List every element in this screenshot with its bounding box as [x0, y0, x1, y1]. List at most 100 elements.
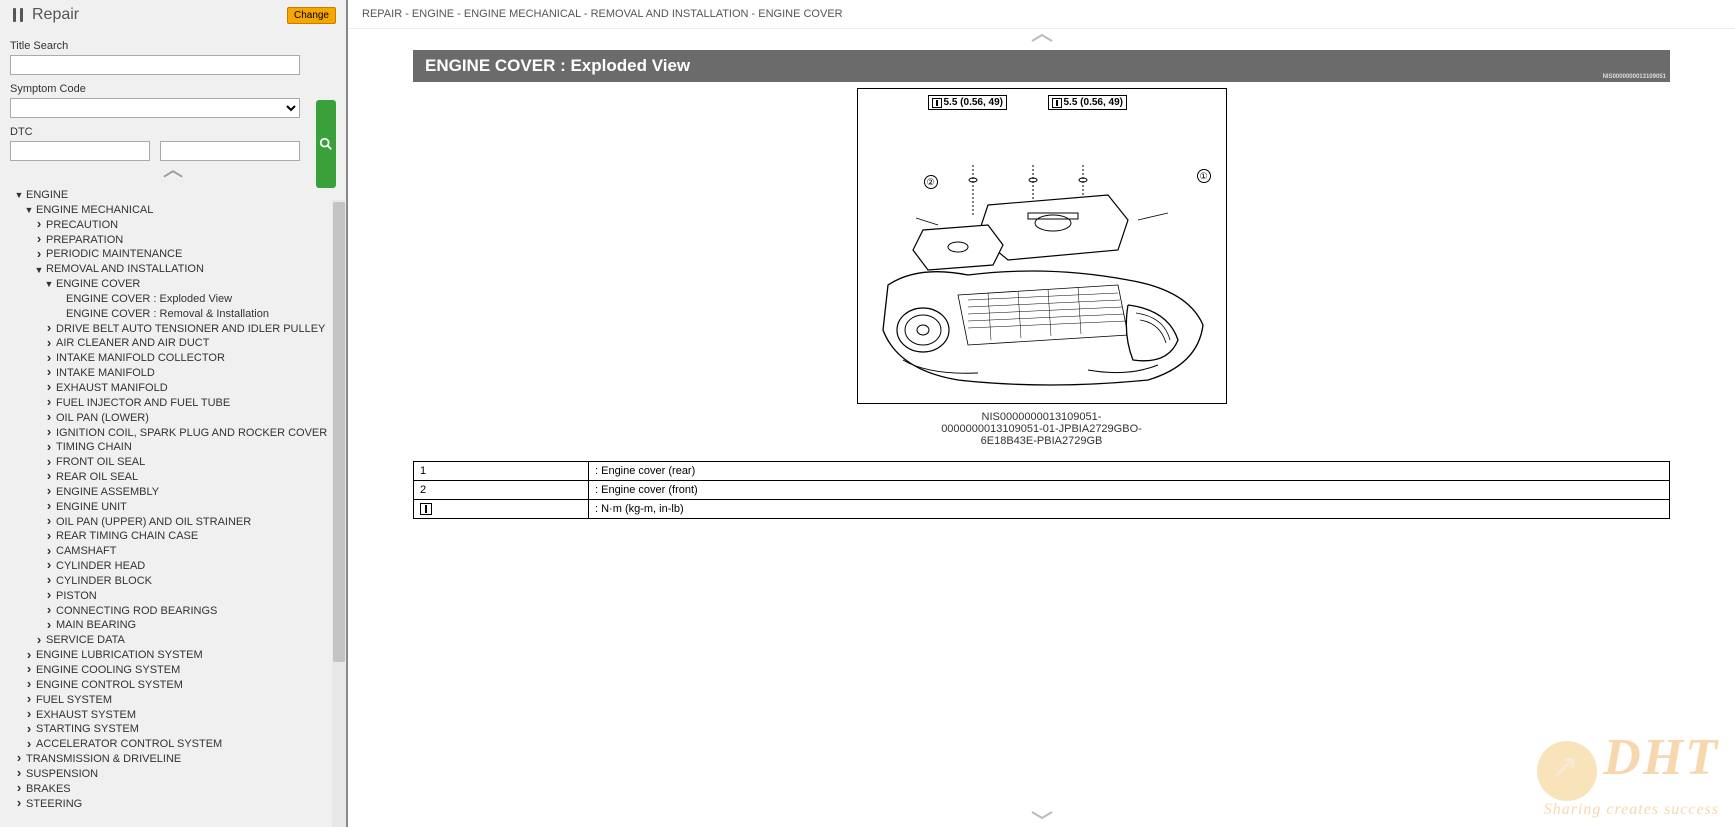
- navigation-tree: ENGINEENGINE MECHANICALPRECAUTIONPREPARA…: [0, 184, 346, 827]
- tree-item[interactable]: MAIN BEARING: [6, 618, 346, 633]
- chevron-right-icon: [14, 798, 24, 810]
- tree-label: OIL PAN (UPPER) AND OIL STRAINER: [56, 515, 251, 530]
- tree-item[interactable]: ENGINE COVER: [6, 277, 346, 292]
- tree-item[interactable]: DRIVE BELT AUTO TENSIONER AND IDLER PULL…: [6, 322, 346, 337]
- scrollbar-thumb[interactable]: [333, 202, 345, 662]
- tree-item[interactable]: PREPARATION: [6, 233, 346, 248]
- tree-item[interactable]: ENGINE COVER : Exploded View: [6, 292, 346, 307]
- tree-label: REAR OIL SEAL: [56, 470, 138, 485]
- chevron-down-icon: [24, 204, 34, 216]
- tree-item[interactable]: FUEL INJECTOR AND FUEL TUBE: [6, 396, 346, 411]
- tree-item[interactable]: EXHAUST MANIFOLD: [6, 381, 346, 396]
- chevron-right-icon: [34, 219, 44, 231]
- tree-label: STARTING SYSTEM: [36, 722, 139, 737]
- tree-label: FUEL INJECTOR AND FUEL TUBE: [56, 396, 230, 411]
- tree-item[interactable]: ENGINE UNIT: [6, 500, 346, 515]
- tree-item[interactable]: ACCELERATOR CONTROL SYSTEM: [6, 737, 346, 752]
- chevron-right-icon: [44, 531, 54, 543]
- chevron-right-icon: [14, 783, 24, 795]
- tree-item[interactable]: ENGINE: [6, 188, 346, 203]
- tree-item[interactable]: SUSPENSION: [6, 767, 346, 782]
- scroll-up-icon[interactable]: [348, 29, 1735, 50]
- chevron-right-icon: [44, 382, 54, 394]
- tree-item[interactable]: PISTON: [6, 589, 346, 604]
- table-row: : N·m (kg-m, in-lb): [414, 500, 1670, 519]
- chevron-down-icon: [34, 264, 44, 276]
- chevron-right-icon: [44, 501, 54, 513]
- diagram-id: NIS0000000013109051- 0000000013109051-01…: [413, 411, 1670, 447]
- symptom-label: Symptom Code: [10, 83, 336, 95]
- tree-item[interactable]: PRECAUTION: [6, 218, 346, 233]
- sidebar-title: Repair: [32, 6, 287, 24]
- chevron-right-icon: [24, 679, 34, 691]
- dtc-input-1[interactable]: [10, 141, 150, 161]
- exploded-view-diagram: 5.5 (0.56, 49) 5.5 (0.56, 49) ① ②: [857, 88, 1227, 404]
- chevron-right-icon: [24, 709, 34, 721]
- tree-item[interactable]: STARTING SYSTEM: [6, 722, 346, 737]
- tree-item[interactable]: ENGINE CONTROL SYSTEM: [6, 678, 346, 693]
- chevron-right-icon: [24, 739, 34, 751]
- tools-icon: [10, 7, 26, 23]
- watermark: DHT Sharing creates success: [1537, 728, 1719, 819]
- chevron-right-icon: [44, 546, 54, 558]
- tree-item[interactable]: BRAKES: [6, 782, 346, 797]
- tree-label: TIMING CHAIN: [56, 440, 132, 455]
- tree-item[interactable]: FUEL SYSTEM: [6, 693, 346, 708]
- tree-item[interactable]: REAR OIL SEAL: [6, 470, 346, 485]
- tree-label: SERVICE DATA: [46, 633, 125, 648]
- tree-item[interactable]: ENGINE COVER : Removal & Installation: [6, 307, 346, 322]
- tree-item[interactable]: ENGINE ASSEMBLY: [6, 485, 346, 500]
- title-search-label: Title Search: [10, 40, 336, 52]
- tree-label: ENGINE: [26, 188, 68, 203]
- tree-label: PRECAUTION: [46, 218, 118, 233]
- tree-item[interactable]: FRONT OIL SEAL: [6, 455, 346, 470]
- collapse-up-icon[interactable]: [0, 167, 346, 184]
- torque-spec-1: 5.5 (0.56, 49): [928, 95, 1007, 110]
- chevron-right-icon: [34, 234, 44, 246]
- tree-label: ENGINE COVER: [56, 277, 140, 292]
- tree-item[interactable]: PERIODIC MAINTENANCE: [6, 247, 346, 262]
- tree-label: IGNITION COIL, SPARK PLUG AND ROCKER COV…: [56, 426, 327, 441]
- tree-item[interactable]: STEERING: [6, 797, 346, 812]
- torque-icon: [932, 98, 942, 108]
- tree-label: ENGINE LUBRICATION SYSTEM: [36, 648, 203, 663]
- chevron-right-icon: [44, 516, 54, 528]
- title-search-input[interactable]: [10, 55, 300, 75]
- symptom-select[interactable]: [10, 98, 300, 118]
- chevron-right-icon: [14, 768, 24, 780]
- tree-item[interactable]: ENGINE COOLING SYSTEM: [6, 663, 346, 678]
- chevron-right-icon: [24, 664, 34, 676]
- sidebar-scrollbar[interactable]: [332, 200, 346, 827]
- tree-item[interactable]: TRANSMISSION & DRIVELINE: [6, 752, 346, 767]
- tree-item[interactable]: CYLINDER BLOCK: [6, 574, 346, 589]
- scroll-down-icon[interactable]: [348, 806, 1735, 827]
- chevron-right-icon: [44, 560, 54, 572]
- tree-item[interactable]: REAR TIMING CHAIN CASE: [6, 529, 346, 544]
- tree-item[interactable]: ENGINE LUBRICATION SYSTEM: [6, 648, 346, 663]
- tree-item[interactable]: OIL PAN (LOWER): [6, 411, 346, 426]
- tree-label: PREPARATION: [46, 233, 123, 248]
- tree-item[interactable]: IGNITION COIL, SPARK PLUG AND ROCKER COV…: [6, 426, 346, 441]
- tree-item[interactable]: CAMSHAFT: [6, 544, 346, 559]
- tree-item[interactable]: CONNECTING ROD BEARINGS: [6, 604, 346, 619]
- tree-item[interactable]: ENGINE MECHANICAL: [6, 203, 346, 218]
- tree-item[interactable]: TIMING CHAIN: [6, 440, 346, 455]
- change-button[interactable]: Change: [287, 7, 336, 24]
- tree-item[interactable]: CYLINDER HEAD: [6, 559, 346, 574]
- tree-item[interactable]: EXHAUST SYSTEM: [6, 708, 346, 723]
- tree-item[interactable]: INTAKE MANIFOLD COLLECTOR: [6, 351, 346, 366]
- content-ref: NIS0000000013109051: [1603, 74, 1666, 80]
- tree-item[interactable]: INTAKE MANIFOLD: [6, 366, 346, 381]
- dtc-input-2[interactable]: [160, 141, 300, 161]
- engine-sketch: [868, 165, 1218, 395]
- tree-item[interactable]: AIR CLEANER AND AIR DUCT: [6, 336, 346, 351]
- sidebar: Repair Change Title Search Symptom Code …: [0, 0, 348, 827]
- tree-item[interactable]: SERVICE DATA: [6, 633, 346, 648]
- chevron-right-icon: [44, 575, 54, 587]
- tree-item[interactable]: OIL PAN (UPPER) AND OIL STRAINER: [6, 515, 346, 530]
- tree-label: TRANSMISSION & DRIVELINE: [26, 752, 181, 767]
- tree-item[interactable]: REMOVAL AND INSTALLATION: [6, 262, 346, 277]
- search-button[interactable]: [316, 100, 336, 188]
- spacer: [54, 308, 64, 320]
- content-area: ENGINE COVER : Exploded View NIS00000000…: [348, 50, 1735, 802]
